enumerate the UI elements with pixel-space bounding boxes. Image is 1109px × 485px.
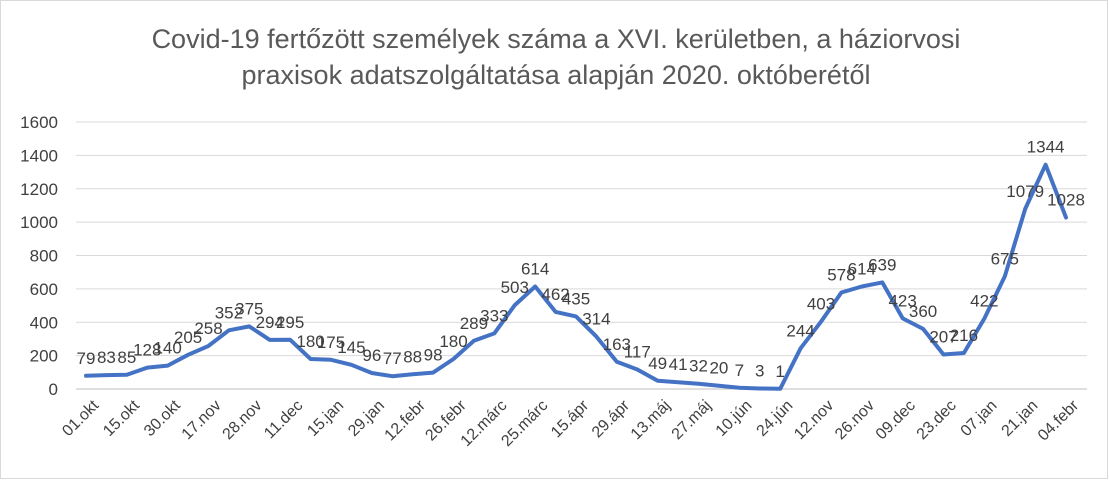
data-label: 180	[439, 332, 467, 351]
y-axis-ticks: 0 200 400 600 800 1000 1200 1400 1600	[20, 113, 58, 399]
data-label: 578	[827, 266, 855, 285]
data-label: 163	[603, 335, 631, 354]
data-label: 7	[735, 361, 744, 380]
data-labels: 79 83 851281402052583523752942951801751459…	[77, 138, 1085, 381]
data-label: 614	[521, 260, 549, 279]
data-label: 180	[296, 332, 324, 351]
data-label: 352	[215, 303, 243, 322]
data-label: 216	[950, 326, 978, 345]
data-label: 3	[755, 361, 764, 380]
data-label: 1	[775, 362, 784, 381]
chart-title-line-2: praxisok adatszolgáltatása alapján 2020.…	[242, 60, 871, 90]
data-label: 96	[362, 346, 381, 365]
gridlines	[76, 121, 1087, 390]
y-tick-label-1200: 1200	[20, 180, 58, 199]
data-label: 83	[97, 348, 116, 367]
data-label: 128	[133, 341, 161, 360]
data-label: 295	[276, 313, 304, 332]
data-label: 145	[337, 338, 365, 357]
data-label: 422	[970, 292, 998, 311]
data-label: 117	[624, 342, 651, 361]
data-label: 1344	[1027, 138, 1065, 157]
data-label: 140	[153, 339, 181, 358]
data-label: 333	[480, 306, 508, 325]
y-tick-label-600: 600	[30, 280, 58, 299]
data-label: 88	[403, 347, 422, 366]
data-label: 1079	[1006, 182, 1044, 201]
data-label: 614	[848, 260, 876, 279]
data-label: 639	[868, 255, 896, 274]
data-label: 360	[909, 302, 937, 321]
data-label: 294	[256, 313, 284, 332]
data-label: 41	[669, 355, 688, 374]
data-label: 32	[689, 357, 708, 376]
y-tick-label-1000: 1000	[20, 213, 58, 232]
data-label: 175	[317, 333, 345, 352]
data-label: 403	[807, 295, 835, 314]
data-label: 375	[235, 299, 263, 318]
y-tick-label-0: 0	[49, 380, 58, 399]
data-label: 77	[383, 349, 402, 368]
data-label: 423	[888, 291, 916, 310]
data-label: 503	[501, 278, 529, 297]
data-label: 244	[786, 321, 814, 340]
y-tick-label-400: 400	[30, 313, 58, 332]
y-tick-label-800: 800	[30, 247, 58, 266]
chart-title-line-1: Covid-19 fertőzött személyek száma a XVI…	[152, 24, 961, 54]
y-tick-label-1600: 1600	[20, 113, 58, 132]
data-label: 314	[582, 310, 610, 329]
data-label: 85	[117, 348, 136, 367]
data-label: 20	[709, 359, 728, 378]
data-label: 435	[562, 289, 590, 308]
data-label: 98	[424, 346, 443, 365]
y-tick-label-200: 200	[30, 347, 58, 366]
data-label: 675	[991, 249, 1019, 268]
y-tick-label-1400: 1400	[20, 146, 58, 165]
data-label: 462	[541, 285, 569, 304]
series-polyline	[84, 162, 1068, 391]
data-label: 1028	[1047, 190, 1085, 209]
series-line	[84, 162, 1068, 391]
data-label: 258	[194, 319, 222, 338]
data-label: 79	[77, 349, 96, 368]
data-label: 205	[174, 328, 202, 347]
data-label: 289	[460, 314, 488, 333]
data-label: 207	[929, 327, 957, 346]
data-label: 49	[648, 354, 667, 373]
